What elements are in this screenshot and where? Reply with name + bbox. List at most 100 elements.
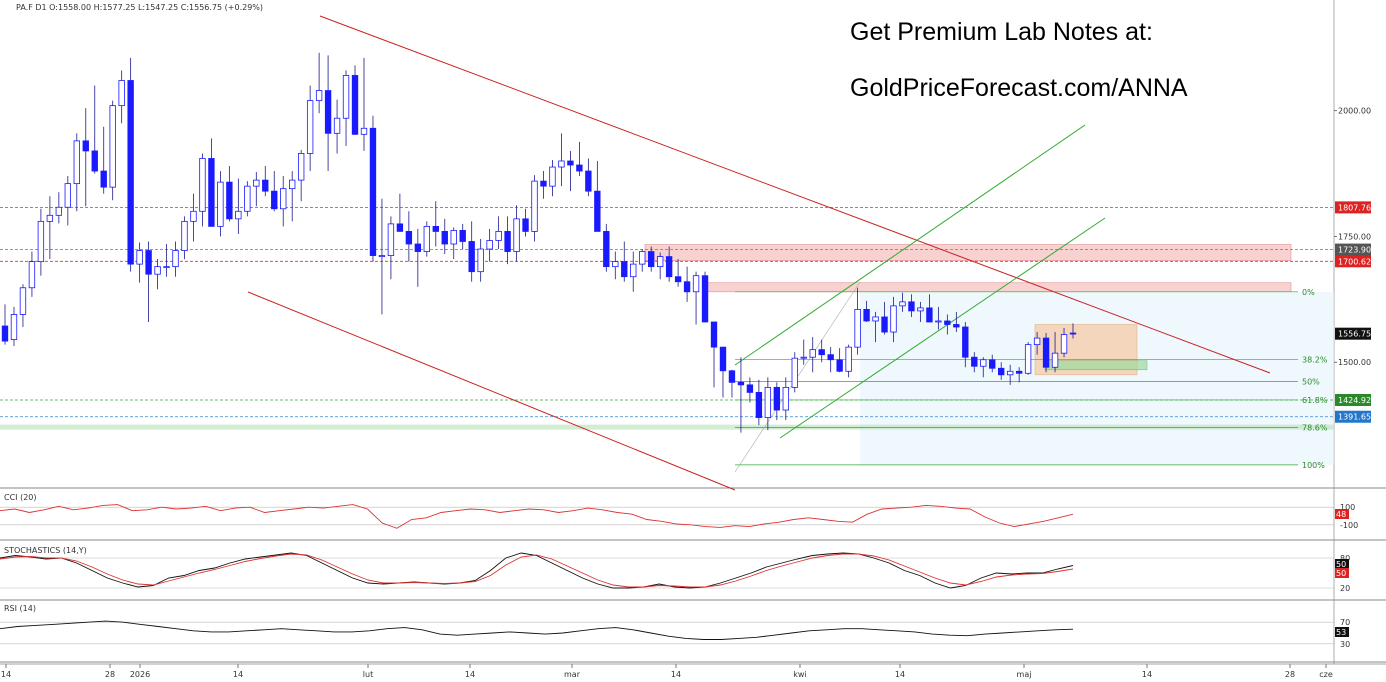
- stoch-panel-tick-0: 80: [1340, 554, 1350, 563]
- candle-body-112: [1006, 370, 1014, 376]
- candle-body-47: [423, 225, 430, 252]
- candle-body-91: [818, 349, 825, 356]
- candle-body-77: [692, 275, 700, 293]
- candle-body-45: [405, 231, 413, 245]
- candle-body-88: [791, 357, 798, 388]
- candle-body-116: [1042, 337, 1050, 368]
- cci-panel: 100 -100 48: [0, 503, 1386, 541]
- cci-panel-tick-0: 100: [1340, 503, 1355, 512]
- candle-body-14: [127, 80, 134, 265]
- candle-body-104: [935, 320, 942, 323]
- candle-body-94: [845, 346, 852, 372]
- candle-body-42: [378, 255, 386, 257]
- promo-line-2[interactable]: GoldPriceForecast.com/ANNA: [850, 74, 1188, 102]
- candlestick-series: [1, 52, 1077, 433]
- candle-body-71: [639, 251, 646, 265]
- candle-body-19: [172, 250, 179, 268]
- candle-body-21: [190, 210, 197, 222]
- stoch-panel-series-1: [0, 553, 1074, 588]
- candle-body-55: [495, 231, 502, 241]
- rsi-panel-last-0: 53: [1336, 628, 1346, 637]
- candle-body-13: [118, 80, 125, 107]
- candle-body-10: [91, 150, 98, 172]
- x-label-4: lut: [363, 670, 373, 679]
- trend-lines: [247, 15, 1271, 491]
- candle-body-70: [630, 263, 637, 278]
- candle-body-118: [1060, 334, 1068, 354]
- candle-body-103: [926, 307, 933, 323]
- candle-body-38: [342, 75, 350, 119]
- date-axis: 14 28 2026 14 lut 14 mar 14 kwi 14 maj 14 28 cze: [0, 663, 1386, 679]
- candle-body-24: [217, 181, 224, 227]
- x-label-10: maj: [1017, 670, 1032, 679]
- candle-body-69: [621, 261, 628, 278]
- candle-body-26: [235, 210, 242, 220]
- stoch-panel-tick-1: 20: [1340, 584, 1350, 593]
- candle-body-35: [315, 90, 323, 102]
- price-tag-bg-4: [1335, 255, 1371, 268]
- rsi-label: RSI (14): [4, 604, 36, 613]
- candle-body-89: [800, 356, 807, 359]
- stochastics-label: STOCHASTICS (14,Y): [4, 546, 87, 555]
- rsi-panel-tick-0: 70: [1340, 618, 1350, 627]
- cci-label: CCI (20): [4, 493, 37, 502]
- rsi-panel: 70 30 53: [0, 618, 1386, 663]
- candle-body-113: [1015, 370, 1023, 374]
- candle-body-27: [244, 185, 251, 212]
- x-label-9: 14: [895, 670, 905, 679]
- ohlc-header: PA.F D1 O:1558.00 H:1577.25 L:1547.25 C:…: [16, 3, 263, 12]
- candle-body-76: [683, 281, 691, 293]
- stoch-panel-last-bg-0: [1335, 559, 1349, 569]
- candle-body-95: [854, 309, 861, 348]
- price-tag-7: 1424.92: [1338, 396, 1371, 405]
- high-value: H:1577.25: [93, 3, 136, 12]
- candle-body-100: [899, 301, 906, 307]
- candle-body-18: [163, 266, 170, 269]
- change-value: (+0.29%): [224, 3, 264, 12]
- candle-body-87: [782, 386, 789, 411]
- candle-body-41: [369, 127, 377, 256]
- candle-body-117: [1051, 352, 1059, 368]
- candle-body-115: [1033, 337, 1041, 346]
- candle-body-22: [199, 158, 206, 212]
- downtrend-upper: [319, 15, 1271, 374]
- fib-label-3: 61.8%: [1302, 396, 1328, 405]
- candle-body-84: [755, 392, 763, 418]
- candle-body-23: [208, 158, 215, 227]
- price-tag-bg-5: [1335, 327, 1371, 340]
- cci-panel-last-bg-0: [1335, 509, 1349, 519]
- candle-body-11: [100, 170, 107, 188]
- candle-body-85: [764, 386, 772, 418]
- candle-body-63: [567, 160, 574, 166]
- x-label-8: kwi: [793, 670, 806, 679]
- candle-body-78: [701, 275, 709, 323]
- price-tag-bg-8: [1335, 410, 1371, 423]
- price-tag-6: 1500.00: [1338, 358, 1371, 367]
- candle-body-57: [513, 218, 520, 252]
- candle-body-50: [450, 230, 457, 245]
- candle-body-36: [324, 90, 332, 134]
- candle-body-44: [396, 223, 404, 232]
- candle-body-82: [737, 381, 745, 386]
- candle-body-48: [432, 225, 439, 232]
- candle-body-29: [262, 179, 269, 192]
- candle-body-31: [280, 188, 287, 210]
- candle-body-6: [55, 206, 63, 216]
- symbol-label: PA.F: [16, 3, 33, 12]
- candle-body-65: [585, 170, 592, 192]
- downtrend-lower: [247, 291, 736, 491]
- candle-body-39: [351, 75, 359, 135]
- resistance-zone-upper: [644, 244, 1292, 261]
- candle-body-17: [154, 266, 161, 275]
- channel-lower: [779, 217, 1106, 439]
- candle-body-37: [333, 117, 341, 134]
- candle-body-0: [1, 325, 9, 342]
- candle-body-8: [73, 140, 80, 185]
- candle-body-28: [253, 179, 260, 187]
- candle-body-96: [863, 309, 870, 322]
- stoch-panel-last-bg-1: [1335, 568, 1349, 578]
- stoch-panel-last-0: 50: [1336, 560, 1346, 569]
- candle-body-108: [971, 356, 978, 367]
